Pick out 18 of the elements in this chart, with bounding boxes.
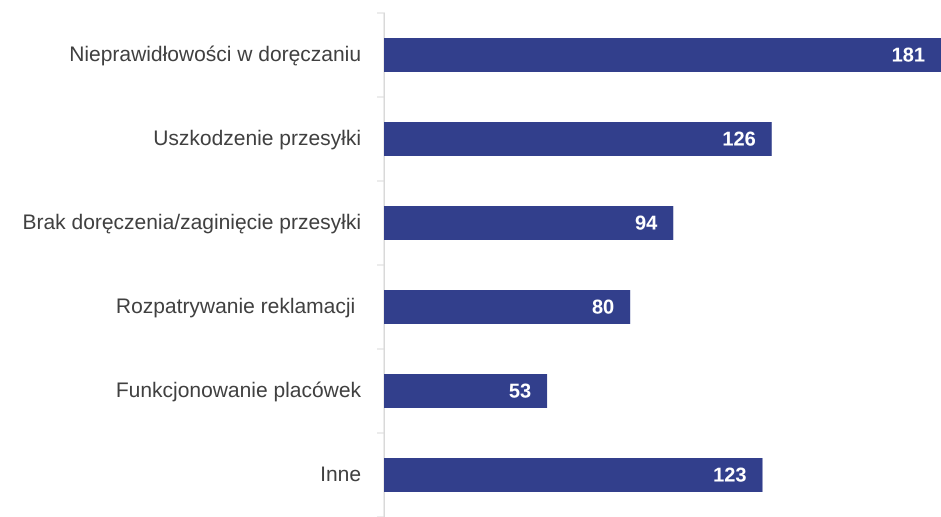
data-label: 123 <box>713 464 747 487</box>
bar <box>384 458 763 492</box>
bar <box>384 38 941 72</box>
bar <box>384 374 548 408</box>
data-label: 53 <box>508 380 532 403</box>
y-tick-label: Inne <box>320 462 361 486</box>
data-label: 126 <box>722 128 756 151</box>
data-label: 181 <box>892 44 925 67</box>
y-tick-label: Rozpatrywanie reklamacji <box>116 294 361 318</box>
y-tick-label: Funkcjonowanie placówek <box>116 378 362 402</box>
y-tick-label: Brak doręczenia/zaginięcie przesyłki <box>22 210 361 234</box>
bar <box>384 206 674 240</box>
y-tick-label: Uszkodzenie przesyłki <box>153 126 361 150</box>
bar <box>384 290 630 324</box>
data-label: 80 <box>592 296 614 319</box>
y-tick-label: Nieprawidłowości w doręczaniu <box>69 42 361 66</box>
bar <box>384 122 772 156</box>
data-label: 94 <box>635 212 658 235</box>
